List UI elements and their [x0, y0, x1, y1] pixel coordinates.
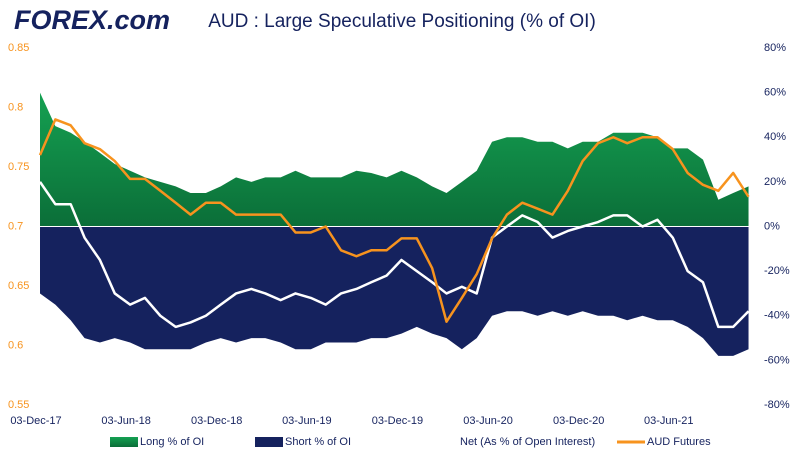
y-tick-label: 0.7 — [8, 220, 23, 232]
y-tick-label: 0.55 — [8, 399, 29, 411]
legend-label: AUD Futures — [647, 436, 711, 448]
y2-tick-label: -40% — [764, 310, 790, 322]
x-tick-label: 03-Jun-20 — [463, 415, 513, 427]
y-tick-label: 0.85 — [8, 42, 29, 54]
y2-tick-label: 80% — [764, 42, 786, 54]
x-tick-label: 03-Dec-19 — [372, 415, 423, 427]
legend-label: Short % of OI — [285, 436, 351, 448]
y2-tick-label: 0% — [764, 220, 780, 232]
x-tick-label: 03-Dec-18 — [191, 415, 242, 427]
legend-swatch — [110, 437, 138, 447]
y2-tick-label: -80% — [764, 399, 790, 411]
logo: FOREX.com — [14, 5, 170, 35]
line — [38, 181, 750, 329]
area — [40, 226, 749, 356]
line — [38, 118, 750, 323]
y-tick-label: 0.6 — [8, 339, 23, 351]
legend-swatch — [255, 437, 283, 447]
y2-tick-label: 20% — [764, 176, 786, 188]
legend-label: Long % of OI — [140, 436, 204, 448]
y-tick-label: 0.8 — [8, 101, 23, 113]
y-tick-label: 0.65 — [8, 280, 29, 292]
x-tick-label: 03-Jun-21 — [644, 415, 694, 427]
x-tick-label: 03-Jun-19 — [282, 415, 332, 427]
y2-tick-label: -20% — [764, 265, 790, 277]
x-tick-label: 03-Dec-17 — [10, 415, 61, 427]
y2-tick-label: 40% — [764, 131, 786, 143]
area — [40, 92, 749, 227]
x-tick-label: 03-Jun-18 — [101, 415, 151, 427]
y-tick-label: 0.75 — [8, 161, 29, 173]
legend-label: Net (As % of Open Interest) — [460, 436, 595, 448]
chart-title: AUD : Large Speculative Positioning (% o… — [208, 11, 596, 32]
y2-tick-label: 60% — [764, 87, 786, 99]
y2-tick-label: -60% — [764, 354, 790, 366]
x-tick-label: 03-Dec-20 — [553, 415, 604, 427]
